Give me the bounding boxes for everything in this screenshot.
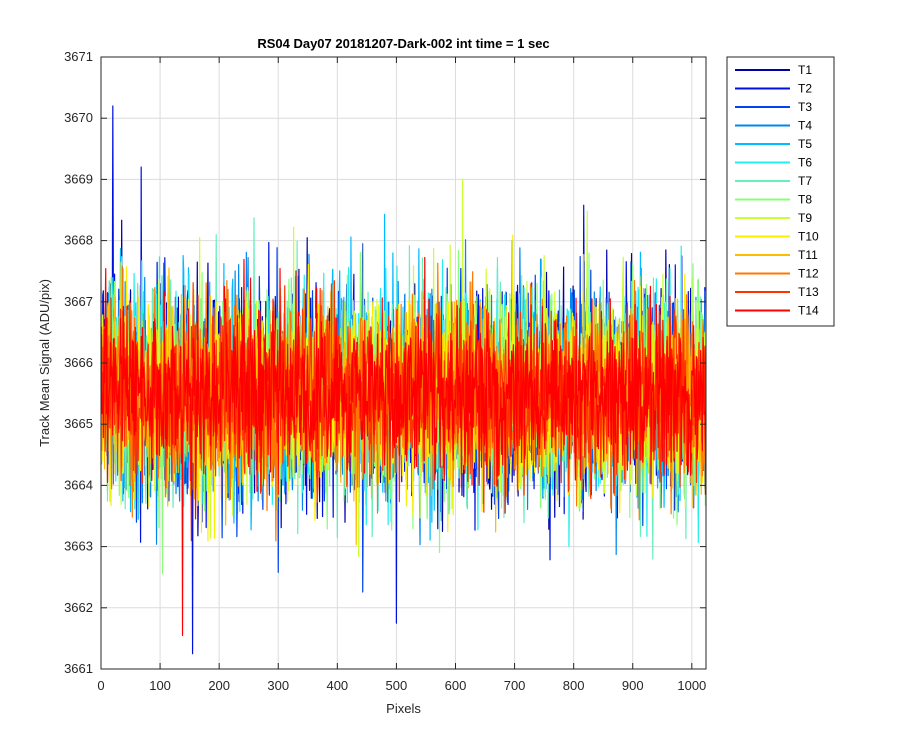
x-tick-label: 500 — [386, 678, 408, 693]
y-axis-label: Track Mean Signal (ADU/pix) — [37, 279, 52, 447]
y-tick-label: 3668 — [64, 233, 93, 248]
x-axis-label: Pixels — [386, 701, 421, 716]
legend-entry-t5: T5 — [798, 137, 812, 151]
legend-entry-t13: T13 — [798, 285, 819, 299]
x-tick-label: 200 — [208, 678, 230, 693]
x-tick-label: 100 — [149, 678, 171, 693]
x-tick-label: 900 — [622, 678, 644, 693]
plot-area: 0 100 200 300 400 500 600 700 800 900 1000 3661 3662… — [64, 49, 707, 693]
legend-entry-t10: T10 — [798, 230, 819, 244]
y-tick-label: 3665 — [64, 416, 93, 431]
x-tick-label: 800 — [563, 678, 585, 693]
ticks: 0 100 200 300 400 500 600 700 800 900 1000 3661 3662… — [64, 49, 706, 693]
legend-entry-t12: T12 — [798, 267, 819, 281]
legend-entry-t3: T3 — [798, 100, 812, 114]
y-tick-label: 3661 — [64, 661, 93, 676]
legend-entry-t1: T1 — [798, 63, 812, 77]
legend-entry-t11: T11 — [798, 248, 818, 262]
legend-entry-t9: T9 — [798, 211, 812, 225]
x-tick-label: 700 — [504, 678, 526, 693]
y-tick-label: 3663 — [64, 539, 93, 554]
legend-box — [726, 56, 835, 327]
y-tick-label: 3666 — [64, 355, 93, 370]
y-tick-label: 3669 — [64, 171, 93, 186]
y-tick-label: 3670 — [64, 110, 93, 125]
x-tick-label: 400 — [326, 678, 348, 693]
legend-entry-t7: T7 — [798, 174, 812, 188]
legend-entry-t2: T2 — [798, 82, 812, 96]
x-tick-label: 0 — [97, 678, 104, 693]
x-tick-label: 300 — [267, 678, 289, 693]
legend-entry-t14: T14 — [798, 304, 819, 318]
series-line-t14 — [101, 256, 706, 636]
x-tick-label: 600 — [445, 678, 467, 693]
y-tick-label: 3664 — [64, 477, 93, 492]
x-tick-label: 1000 — [677, 678, 706, 693]
legend: T1 T2 T3 T4 T5 T6 T7 T8 T9 T10 T11 T12 T13 T14 — [726, 56, 835, 327]
series-lines — [101, 105, 706, 655]
y-tick-label: 3662 — [64, 600, 93, 615]
legend-entry-t8: T8 — [798, 193, 812, 207]
y-tick-label: 3671 — [64, 49, 93, 64]
legend-entry-t4: T4 — [798, 119, 812, 133]
legend-entry-t6: T6 — [798, 156, 812, 170]
y-tick-label: 3667 — [64, 294, 93, 309]
chart-title: RS04 Day07 20181207-Dark-002 int time = … — [257, 36, 549, 51]
